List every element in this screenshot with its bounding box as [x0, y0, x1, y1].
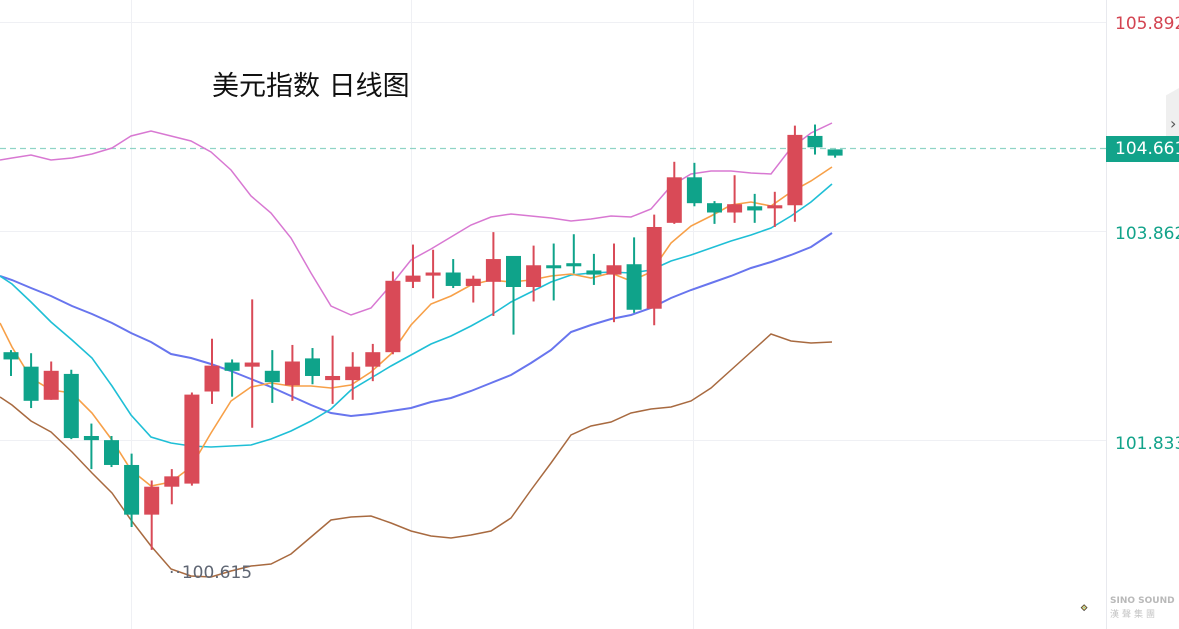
ma-mid-line	[0, 183, 833, 448]
candle	[425, 249, 441, 299]
candle	[385, 271, 401, 355]
candle	[666, 161, 682, 224]
chart-title: 美元指数 日线图	[212, 71, 410, 102]
candle	[365, 343, 381, 382]
candle	[767, 191, 783, 227]
candle	[204, 338, 220, 404]
candle	[325, 335, 341, 404]
candle	[224, 359, 240, 397]
candle	[586, 253, 602, 285]
boll-upper-line	[0, 122, 833, 316]
y-axis-label-top: 105.892	[1115, 14, 1179, 34]
candle	[164, 469, 180, 505]
y-axis-label-low: 101.833	[1115, 434, 1179, 454]
candle	[43, 361, 59, 400]
boll-lower-line	[0, 333, 833, 578]
candle	[83, 423, 99, 470]
candle	[465, 275, 481, 303]
candle	[23, 353, 39, 409]
candle	[747, 193, 763, 223]
watermark-sub: 漢聲集團	[1110, 610, 1159, 620]
candle	[184, 392, 200, 486]
chevron-right-icon[interactable]: ›	[1170, 114, 1177, 133]
candles-group	[3, 124, 843, 550]
candle	[124, 453, 140, 528]
candle	[264, 350, 280, 403]
ma-long-line	[0, 232, 833, 418]
candle	[144, 480, 160, 550]
candle	[305, 348, 320, 385]
low-price-value: 100.615	[181, 563, 253, 583]
candle	[104, 435, 119, 468]
candle	[646, 214, 662, 326]
candle	[405, 244, 421, 289]
grid	[0, 0, 1107, 629]
candle	[827, 149, 843, 158]
candle	[707, 201, 722, 224]
candle	[3, 350, 19, 376]
candle	[686, 162, 702, 207]
candle	[727, 175, 743, 223]
candle	[445, 259, 461, 289]
candle	[606, 243, 622, 323]
candle	[807, 124, 823, 155]
candle	[63, 369, 79, 440]
candle	[284, 344, 300, 401]
candle	[345, 352, 361, 400]
candle	[626, 237, 642, 313]
candle	[506, 255, 521, 335]
y-axis-label-mid: 103.862	[1115, 224, 1179, 244]
candle	[787, 125, 803, 222]
current-price-tag: 104.661	[1106, 136, 1179, 162]
candle	[546, 243, 562, 301]
ma-short-line	[0, 166, 833, 487]
candle	[566, 234, 582, 274]
sino-sound-logo-icon	[1080, 604, 1088, 612]
candle	[244, 299, 260, 428]
candle	[485, 232, 501, 316]
watermark-brand: SINO SOUND	[1110, 596, 1175, 606]
low-price-annotation: ··100.615	[169, 563, 253, 583]
candle	[526, 245, 542, 302]
